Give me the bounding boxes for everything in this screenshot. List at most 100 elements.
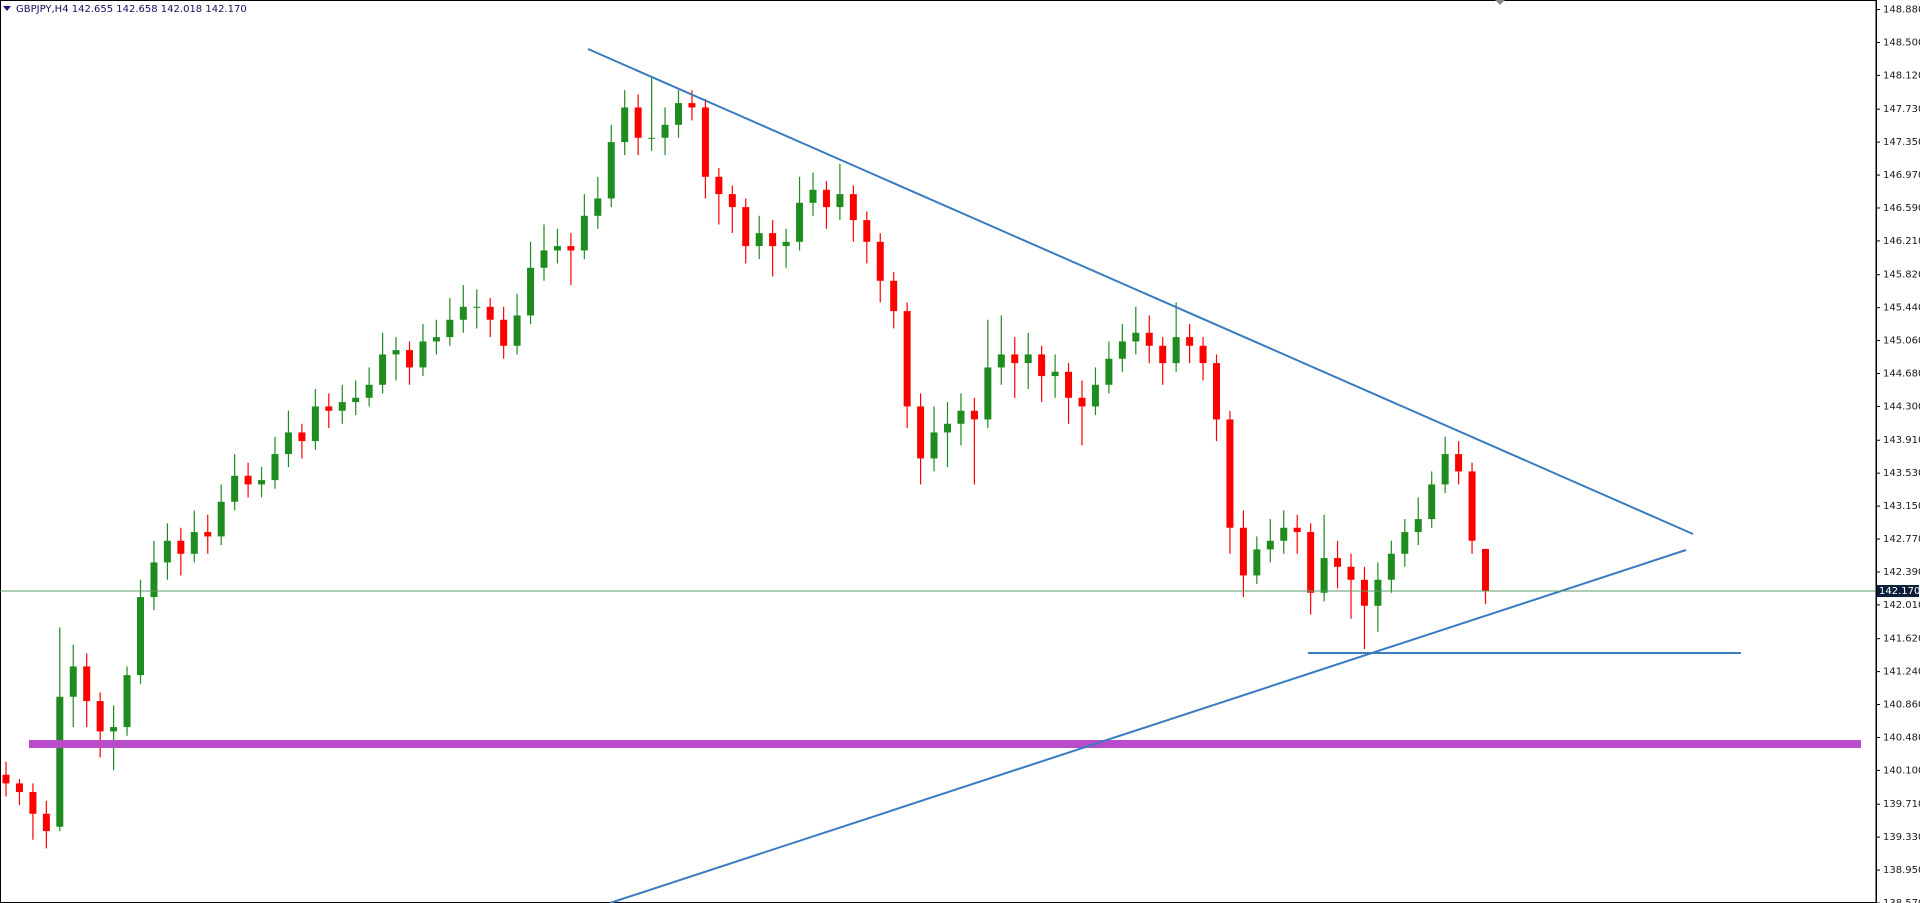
- candle-body: [796, 202, 804, 242]
- candle-body: [15, 783, 23, 793]
- candle-body: [930, 432, 938, 459]
- candle-body: [473, 306, 481, 308]
- y-tick-label: 148.500: [1883, 37, 1920, 48]
- candle-body: [580, 215, 588, 251]
- candle-body: [607, 142, 615, 199]
- candle-body: [150, 562, 158, 598]
- candle-body: [648, 137, 656, 139]
- candle-body: [822, 189, 830, 208]
- candle-body: [1091, 384, 1099, 407]
- candle-body: [379, 354, 387, 385]
- candle-body: [1441, 454, 1449, 485]
- candle-body: [486, 306, 494, 320]
- candle-body: [1213, 363, 1220, 420]
- candle-body: [742, 207, 750, 247]
- candle-body: [311, 406, 319, 442]
- candle-body: [1266, 540, 1274, 550]
- trendline-down: [587, 48, 1694, 535]
- candle-body: [406, 350, 413, 368]
- candle-body: [352, 397, 360, 403]
- candle-body: [1334, 558, 1342, 567]
- candle-body: [1065, 371, 1073, 398]
- candle-body: [1428, 484, 1436, 520]
- candle-body: [863, 220, 871, 242]
- candle-body: [1482, 548, 1489, 592]
- candle-body: [849, 194, 857, 221]
- candle-body: [876, 241, 884, 281]
- candle-body: [634, 107, 642, 138]
- candles: [2, 77, 1489, 849]
- candle-body: [1455, 454, 1463, 472]
- plot-frame: [0, 0, 1877, 903]
- candle-body: [365, 384, 373, 398]
- candle-body: [984, 367, 992, 420]
- candle-body: [675, 103, 682, 125]
- candle-body: [29, 792, 37, 814]
- y-tick-label: 140.480: [1883, 732, 1920, 743]
- candle-body: [513, 315, 521, 346]
- candle-body: [782, 241, 790, 247]
- menu-triangle[interactable]: [3, 6, 11, 11]
- candle-body: [325, 406, 333, 411]
- candle-body: [1226, 419, 1234, 528]
- candle-body: [728, 194, 736, 208]
- y-tick-label: 139.710: [1883, 799, 1920, 810]
- y-tick-label: 138.570: [1883, 898, 1920, 903]
- y-tick-label: 148.120: [1883, 70, 1920, 81]
- candle-body: [432, 337, 440, 342]
- candle-body: [1374, 579, 1382, 606]
- candle-body: [809, 189, 817, 203]
- candle-body: [553, 246, 561, 251]
- candle-body: [1051, 371, 1059, 377]
- shift-marker: [1495, 0, 1505, 5]
- y-tick-label: 143.530: [1883, 468, 1920, 479]
- candle-body: [1387, 553, 1395, 580]
- y-tick-label: 144.680: [1883, 369, 1920, 380]
- candle-body: [163, 540, 171, 563]
- last-price-label: 142.170: [1879, 586, 1920, 597]
- y-tick-label: 142.770: [1883, 534, 1920, 545]
- candle-body: [1307, 532, 1315, 593]
- y-tick-label: 145.060: [1883, 336, 1920, 347]
- y-tick-label: 147.730: [1883, 104, 1920, 115]
- y-tick-label: 141.620: [1883, 634, 1920, 645]
- candle-body: [1253, 549, 1261, 576]
- candle-body: [755, 233, 763, 247]
- candle-body: [1078, 397, 1086, 407]
- y-tick-label: 140.860: [1883, 700, 1920, 711]
- candle-body: [1024, 354, 1032, 364]
- candle-body: [1360, 579, 1368, 606]
- y-tick-label: 139.330: [1883, 832, 1920, 843]
- y-tick-label: 142.390: [1883, 567, 1920, 578]
- candle-body: [1239, 527, 1247, 576]
- y-tick-label: 146.970: [1883, 170, 1920, 181]
- candle-body: [42, 813, 50, 832]
- candle-body: [567, 246, 575, 251]
- chart-header: GBPJPY,H4 142.655 142.658 142.018 142.17…: [16, 4, 247, 15]
- candle-body: [661, 124, 669, 138]
- candle-body: [688, 103, 696, 108]
- y-tick-label: 148.880: [1883, 5, 1920, 16]
- y-tick-label: 145.440: [1883, 303, 1920, 314]
- y-tick-label: 146.590: [1883, 203, 1920, 214]
- candle-body: [69, 666, 77, 697]
- candle-body: [244, 475, 252, 485]
- candle-body: [446, 319, 454, 338]
- candle-body: [621, 107, 629, 143]
- candle-body: [970, 410, 978, 420]
- candle-body: [1186, 337, 1194, 346]
- candle-body: [836, 194, 844, 208]
- candle-body: [83, 666, 91, 702]
- y-tick-label: 143.150: [1883, 501, 1920, 512]
- candle-body: [594, 198, 602, 216]
- candle-body: [1011, 354, 1019, 364]
- candle-body: [271, 454, 279, 481]
- candle-body: [903, 311, 911, 407]
- candle-body: [459, 306, 467, 320]
- last-price-box: [1877, 585, 1919, 598]
- candle-body: [204, 532, 212, 537]
- candle-body: [2, 774, 10, 784]
- candle-body: [997, 354, 1005, 368]
